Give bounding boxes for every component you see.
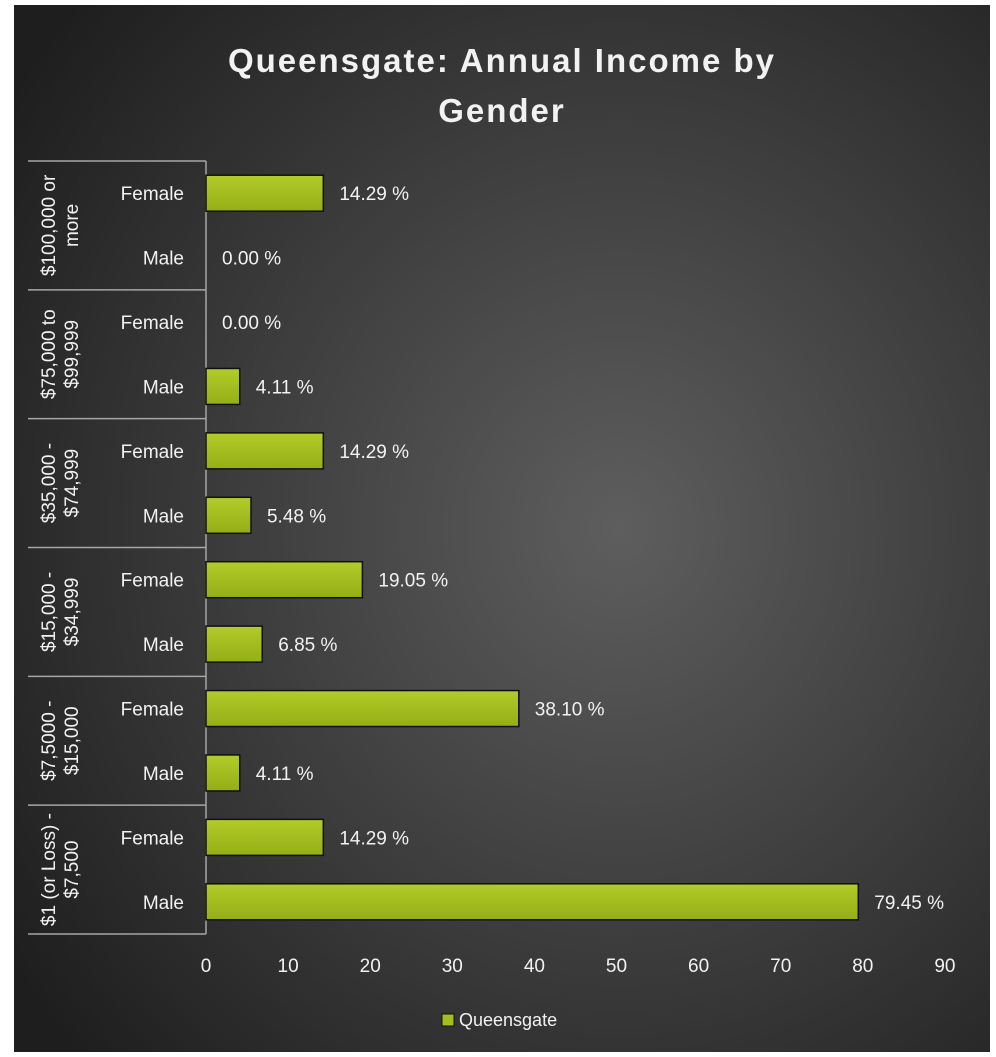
data-label: 5.48 % (267, 506, 326, 527)
legend: Queensgate (441, 1010, 557, 1030)
group-label: $75,000 to $99,999 (39, 309, 83, 399)
data-label: 4.11 % (256, 377, 314, 398)
category-axis: $100,000 or more Female Male $75,000 to $99,9… (28, 160, 207, 935)
x-tick-label: 90 (934, 956, 955, 977)
chart-title: Queensgate: Annual Income by Gender (228, 42, 776, 129)
chart-title-line: Gender (438, 92, 566, 129)
category-label: Female (121, 700, 184, 721)
legend-swatch (441, 1013, 455, 1027)
data-label: 14.29 % (339, 184, 409, 205)
bars: 14.29 % 0.00 % 0.00 % 4.11 % 14.29 % 5.48 % 19… (205, 174, 944, 921)
chart-background (14, 5, 990, 1052)
category-label: Male (143, 377, 184, 398)
x-tick-label: 30 (442, 956, 463, 977)
bar (205, 754, 241, 792)
bar (205, 883, 860, 921)
data-label: 79.45 % (874, 893, 944, 914)
data-label: 14.29 % (339, 828, 409, 849)
category-label: Female (121, 571, 184, 592)
bar (205, 625, 263, 663)
category-label: Female (121, 442, 184, 463)
category-label: Male (143, 249, 184, 270)
x-tick-label: 20 (360, 956, 381, 977)
x-tick-label: 0 (201, 956, 212, 977)
category-label: Male (143, 893, 184, 914)
data-label: 0.00 % (222, 313, 281, 334)
legend-label: Queensgate (459, 1010, 557, 1030)
data-label: 14.29 % (339, 442, 409, 463)
x-tick-label: 60 (688, 956, 709, 977)
bar (205, 367, 241, 406)
bar (205, 818, 325, 857)
data-label: 6.85 % (278, 635, 337, 656)
bar (205, 496, 252, 535)
category-label: Male (143, 635, 184, 656)
chart-title-line: Queensgate: Annual Income by (228, 42, 776, 79)
x-tick-label: 70 (770, 956, 791, 977)
x-tick-label: 80 (852, 956, 873, 977)
x-tick-label: 10 (278, 956, 299, 977)
group-label: $7,5000 - $15,000 (39, 701, 83, 781)
data-label: 19.05 % (378, 571, 448, 592)
group-label: $35,000 - $74,999 (39, 443, 83, 523)
category-label: Male (143, 506, 184, 527)
bar (205, 432, 325, 470)
x-axis-ticks: 0 10 20 30 40 50 60 70 80 90 (201, 956, 956, 977)
group-label: $1 (or Loss) - $7,500 (39, 813, 83, 926)
x-tick-label: 40 (524, 956, 545, 977)
data-label: 38.10 % (535, 700, 605, 721)
bar (205, 560, 364, 599)
group-label: $15,000 - $34,999 (39, 572, 83, 652)
bar (205, 174, 325, 212)
data-label: 4.11 % (256, 764, 314, 785)
category-label: Female (121, 184, 184, 205)
bar (205, 689, 520, 728)
x-tick-label: 50 (606, 956, 627, 977)
category-label: Female (121, 313, 184, 334)
data-label: 0.00 % (222, 249, 281, 270)
group-label: $100,000 or more (39, 174, 83, 276)
category-label: Male (143, 764, 184, 785)
category-label: Female (121, 828, 184, 849)
